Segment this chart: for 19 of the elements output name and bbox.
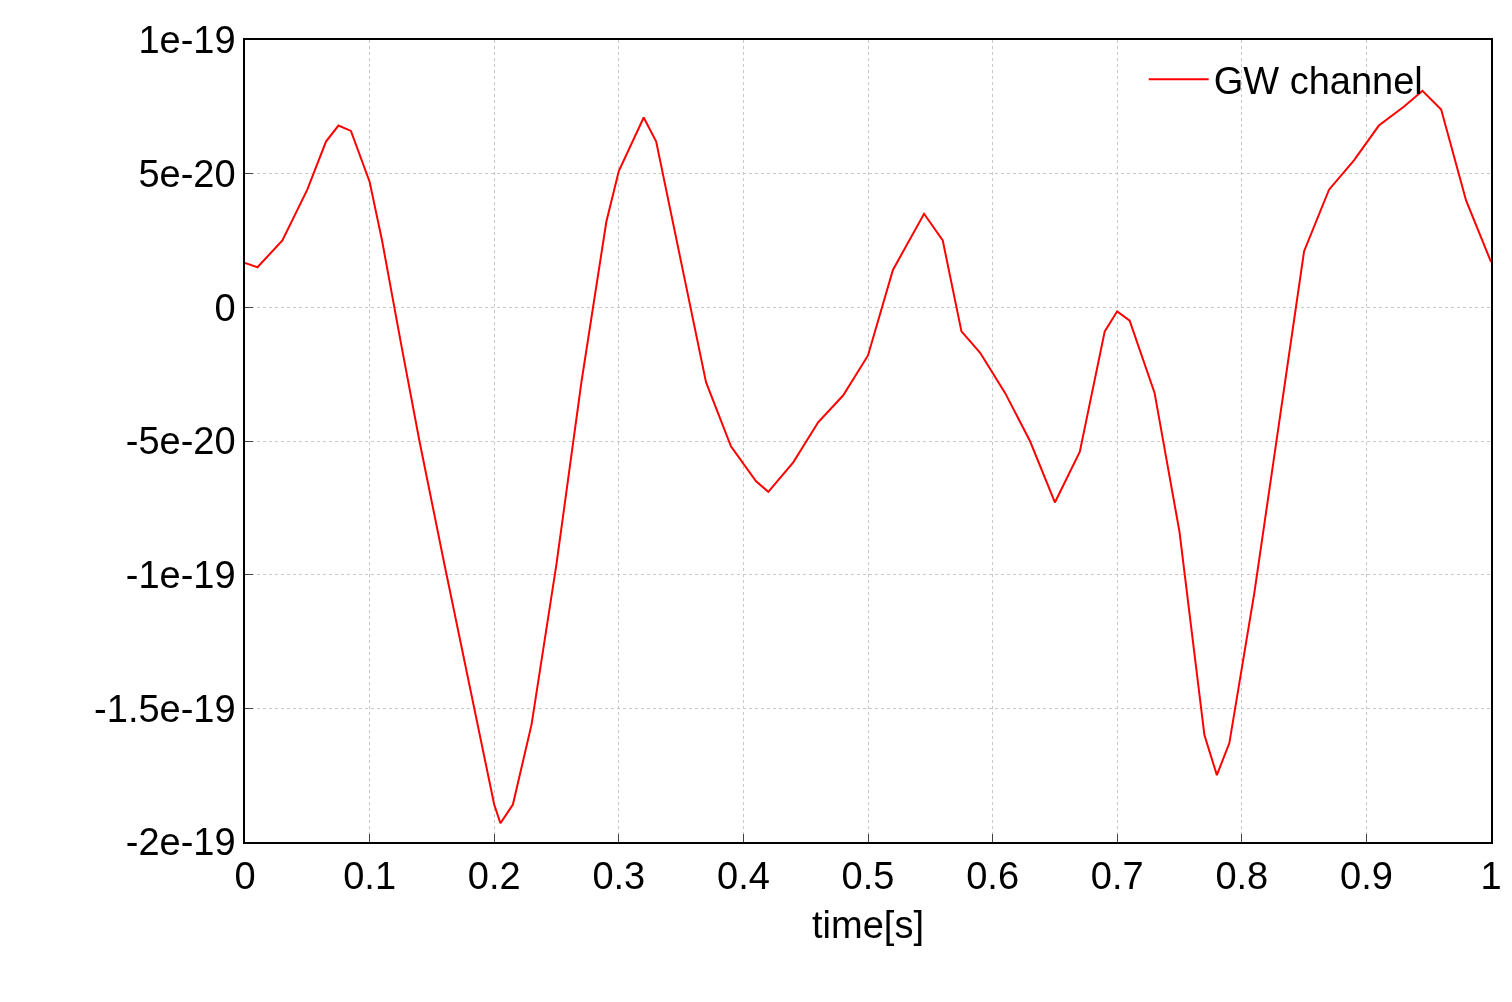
x-tick-label: 0.4 [716,855,770,898]
y-tick-label: 5e-20 [138,152,236,195]
x-tick-label: 0.7 [1090,855,1144,898]
x-tick-label: 0.5 [841,855,895,898]
x-axis-title: time[s] [812,903,924,946]
y-tick-label: 0 [214,286,236,329]
x-tick-label: 0.3 [592,855,646,898]
x-tick-label: 1 [1480,855,1502,898]
y-tick-label: -2e-19 [125,821,236,864]
x-tick-label: 0.1 [343,855,397,898]
y-tick-label: -1e-19 [125,553,236,596]
x-tick-label: 0.2 [467,855,521,898]
y-tick-label: 1e-19 [138,19,236,62]
x-tick-label: 0.9 [1339,855,1393,898]
legend-label: GW channel [1213,60,1423,103]
y-tick-label: -5e-20 [125,420,236,463]
y-tick-label: -1.5e-19 [94,687,236,730]
x-tick-label: 0.8 [1215,855,1269,898]
x-tick-label: 0.6 [966,855,1020,898]
